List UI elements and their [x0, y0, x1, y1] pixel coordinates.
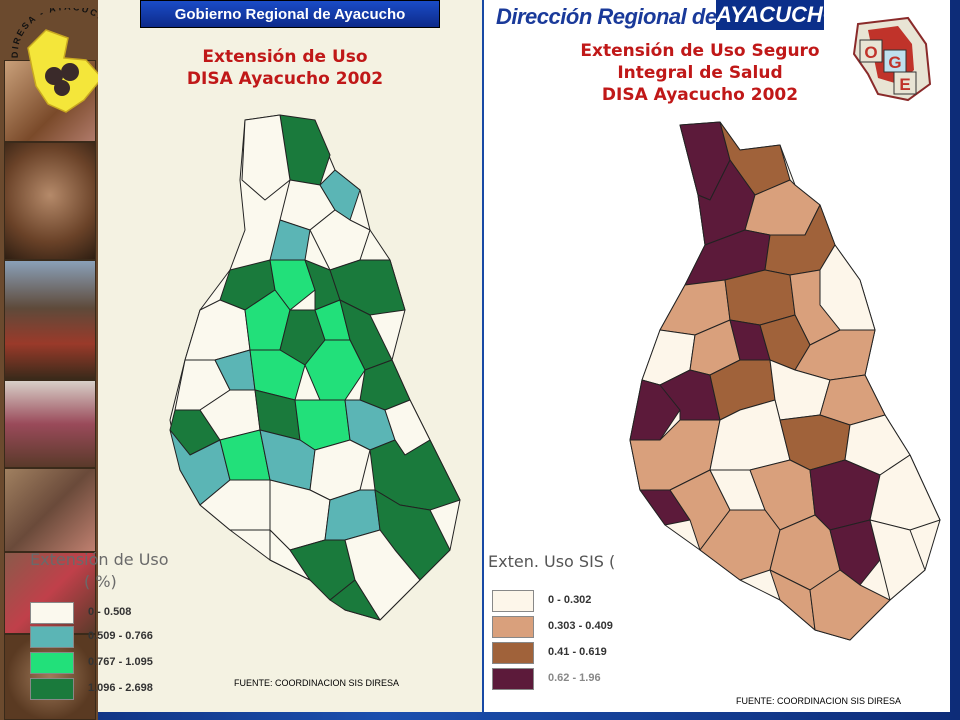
- left-map-title-line2: DISA Ayacucho 2002: [186, 69, 384, 89]
- left-legend-label-2: 0.509 - 0.766: [88, 630, 153, 642]
- right-map-title-line1: Extensión de Uso Seguro: [580, 41, 820, 61]
- left-legend-swatch-2: [30, 626, 74, 648]
- photo-strip: [0, 0, 98, 720]
- left-source: FUENTE: COORDINACION SIS DIRESA: [234, 678, 400, 688]
- left-legend-title: Extensión de Uso: [30, 550, 169, 569]
- oge-logo: O G E: [852, 16, 932, 102]
- left-map-title-line1: Extensión de Uso: [202, 47, 368, 67]
- left-legend-swatch-1: [30, 602, 74, 624]
- left-legend-label-4: 1.096 - 2.698: [88, 682, 153, 694]
- left-legend-label-1: 0 - 0.508: [88, 606, 132, 618]
- left-legend-swatch-4: [30, 678, 74, 700]
- left-legend-swatch-3: [30, 652, 74, 674]
- photo-group: [4, 380, 96, 468]
- right-legend-label-2: 0.303 - 0.409: [548, 620, 613, 632]
- right-legend-swatch-1: [492, 590, 534, 612]
- right-map-title-line2: Integral de Salud: [617, 63, 783, 83]
- oge-letter-o: O: [864, 43, 877, 62]
- diresa-logo: DIRESA - AYACUCHO: [10, 8, 114, 113]
- left-map-title: Extensión de Uso DISA Ayacucho 2002: [160, 46, 410, 90]
- right-legend-label-1: 0 - 0.302: [548, 594, 592, 606]
- left-legend-unit: ( %): [84, 572, 117, 591]
- photo-mother-child: [4, 468, 96, 552]
- photo-face: [4, 634, 96, 720]
- left-legend-label-3: 0.767 - 1.095: [88, 656, 153, 668]
- left-choropleth-map: [169, 114, 461, 621]
- right-map-title-line3: DISA Ayacucho 2002: [601, 85, 799, 105]
- right-legend-label-4: 0.62 - 1.96: [548, 672, 601, 684]
- right-source: FUENTE: COORDINACION SIS DIRESA: [736, 696, 902, 706]
- header-left-bar: Gobierno Regional de Ayacucho: [140, 0, 440, 28]
- right-choropleth-map: [629, 121, 941, 641]
- oge-letter-e: E: [899, 75, 910, 94]
- header-right-region: AYACUCHO: [716, 0, 840, 30]
- photo-elder-woman: [4, 142, 96, 260]
- right-legend-title: Exten. Uso SIS (: [488, 552, 616, 571]
- right-legend-swatch-3: [492, 642, 534, 664]
- right-map-title: Extensión de Uso Seguro Integral de Salu…: [560, 40, 840, 106]
- photo-crowd: [4, 260, 96, 380]
- oge-letter-g: G: [888, 53, 901, 72]
- header-left-title: Gobierno Regional de Ayacucho: [174, 6, 406, 23]
- right-legend-swatch-4: [492, 668, 534, 690]
- right-legend-label-3: 0.41 - 0.619: [548, 646, 607, 658]
- right-legend-swatch-2: [492, 616, 534, 638]
